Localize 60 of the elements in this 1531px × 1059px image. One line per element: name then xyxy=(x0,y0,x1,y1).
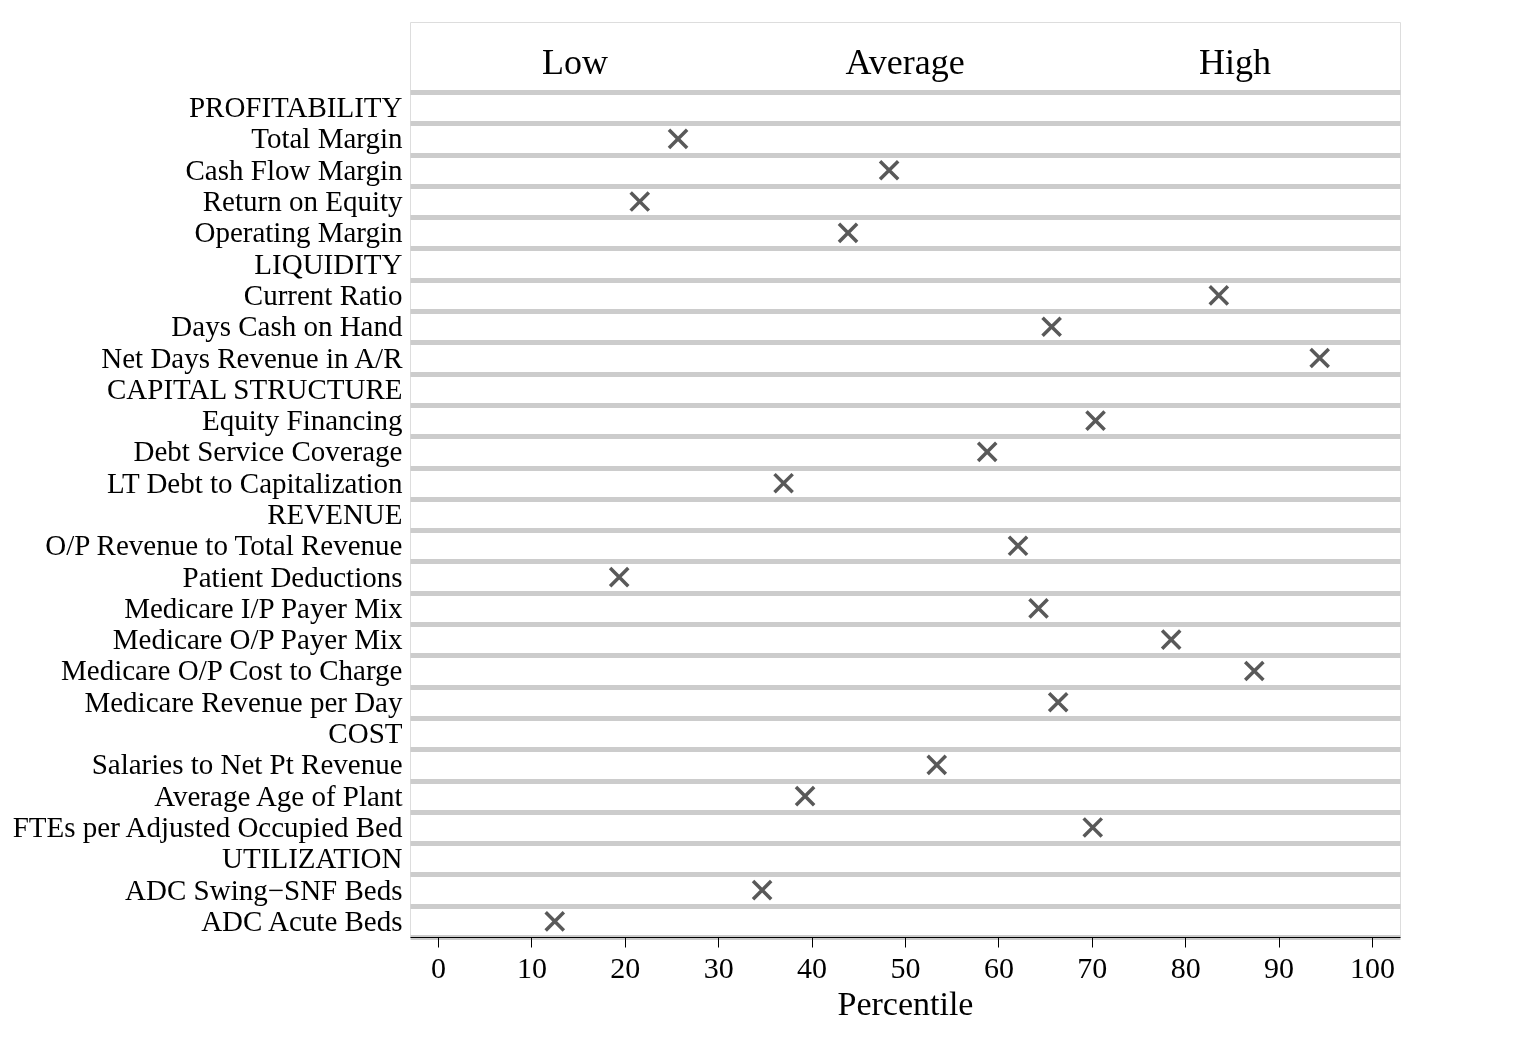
y-tick-label: Total Margin xyxy=(251,122,403,155)
y-tick-label: Average Age of Plant xyxy=(154,779,403,812)
x-tick-label: 70 xyxy=(1077,950,1108,984)
point xyxy=(1007,534,1029,557)
point xyxy=(1047,691,1069,714)
point xyxy=(543,910,566,933)
x-tick-label: 20 xyxy=(610,950,641,984)
x-tick-label: 50 xyxy=(890,950,921,984)
x-tick-label: 30 xyxy=(703,950,734,984)
y-tick-label: Medicare O/P Cost to Charge xyxy=(60,654,403,687)
point xyxy=(976,441,999,463)
point xyxy=(878,159,900,182)
y-tick-label: Debt Service Coverage xyxy=(133,435,403,468)
y-tick-label: Equity Financing xyxy=(201,404,403,437)
point xyxy=(1308,347,1331,369)
point xyxy=(1027,597,1050,620)
y-tick-label: Salaries to Net Pt Revenue xyxy=(91,748,403,781)
text: High xyxy=(1199,42,1271,82)
y-tick-label: Medicare Revenue per Day xyxy=(84,685,403,718)
x-tick-label: 0 xyxy=(431,950,447,984)
point xyxy=(1160,628,1183,651)
x-tick-label: 40 xyxy=(797,950,828,984)
point xyxy=(925,754,948,776)
point xyxy=(628,190,651,213)
x-tick-label: 90 xyxy=(1264,950,1295,984)
point xyxy=(608,566,631,588)
x-tick-label: 60 xyxy=(983,950,1014,984)
point xyxy=(667,128,689,150)
text: Average xyxy=(845,42,965,82)
text: Low xyxy=(542,42,608,82)
y-tick-label: Medicare I/P Payer Mix xyxy=(124,591,403,624)
point xyxy=(837,222,859,244)
y-tick-label: Operating Margin xyxy=(194,216,403,249)
y-tick-label: COST xyxy=(328,717,403,750)
x-axis-title: Percentile xyxy=(837,984,974,1022)
y-tick-label: REVENUE xyxy=(267,498,403,530)
y-tick-label: LT Debt to Capitalization xyxy=(106,466,403,499)
y-tick-label: Medicare O/P Payer Mix xyxy=(112,623,403,656)
point xyxy=(1040,315,1063,338)
y-tick-label: UTILIZATION xyxy=(222,842,403,875)
y-tick-label: Current Ratio xyxy=(243,278,403,311)
point xyxy=(772,472,795,495)
y-tick-label: Net Days Revenue in A/R xyxy=(101,341,404,374)
y-tick-label: Return on Equity xyxy=(202,185,403,218)
point xyxy=(1207,284,1230,307)
point xyxy=(751,879,773,901)
y-tick-label: ADC Swing−SNF Beds xyxy=(125,873,403,906)
y-tick-label: PROFITABILITY xyxy=(188,91,403,124)
y-tick-label: LIQUIDITY xyxy=(254,247,403,280)
x-tick-label: 100 xyxy=(1349,950,1395,984)
point xyxy=(1243,660,1266,682)
point xyxy=(1084,409,1107,432)
x-tick-label: 80 xyxy=(1170,950,1201,984)
x-tick-label: 10 xyxy=(516,950,547,984)
y-tick-label: Cash Flow Margin xyxy=(185,153,403,186)
y-tick-label: Days Cash on Hand xyxy=(171,310,403,343)
y-tick-label: O/P Revenue to Total Revenue xyxy=(45,529,403,562)
point xyxy=(794,785,816,807)
y-tick-label: Patient Deductions xyxy=(182,560,403,593)
point xyxy=(1081,816,1104,839)
